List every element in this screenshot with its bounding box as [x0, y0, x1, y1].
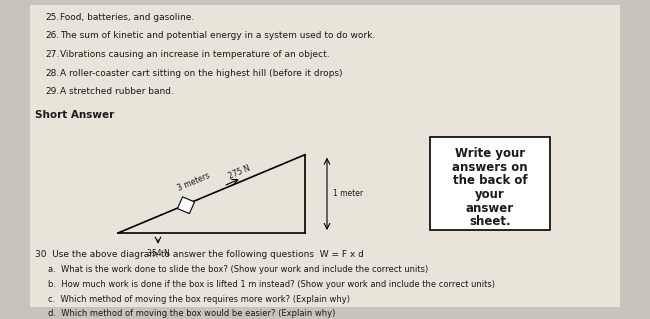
Text: d.  Which method of moving the box would be easier? (Explain why): d. Which method of moving the box would …: [48, 309, 335, 318]
Text: 354 N: 354 N: [147, 249, 170, 258]
Text: b.  How much work is done if the box is lifted 1 m instead? (Show your work and : b. How much work is done if the box is l…: [48, 280, 495, 289]
Text: 1 meter: 1 meter: [333, 189, 363, 198]
Bar: [430, 137, 550, 230]
Text: 28.: 28.: [45, 69, 59, 78]
Text: A roller-coaster cart sitting on the highest hill (before it drops): A roller-coaster cart sitting on the hig…: [60, 69, 343, 78]
Bar: [177, 197, 194, 214]
Text: 26.: 26.: [45, 31, 59, 40]
Text: Vibrations causing an increase in temperature of an object.: Vibrations causing an increase in temper…: [60, 50, 330, 59]
Text: answer: answer: [466, 202, 514, 215]
Text: Short Answer: Short Answer: [35, 110, 114, 120]
Text: your: your: [475, 188, 505, 201]
Text: 3 meters: 3 meters: [176, 171, 211, 193]
Text: 29.: 29.: [45, 87, 59, 96]
Text: sheet.: sheet.: [469, 215, 511, 228]
Text: the back of: the back of: [452, 174, 527, 187]
Text: answers on: answers on: [452, 160, 528, 174]
Text: 275 N: 275 N: [227, 164, 252, 181]
Text: 30  Use the above diagram to answer the following questions  W = F x d: 30 Use the above diagram to answer the f…: [35, 250, 364, 259]
Text: A stretched rubber band.: A stretched rubber band.: [60, 87, 174, 96]
Text: c.  Which method of moving the box requires more work? (Explain why): c. Which method of moving the box requir…: [48, 295, 350, 304]
Text: a.  What is the work done to slide the box? (Show your work and include the corr: a. What is the work done to slide the bo…: [48, 265, 428, 274]
Text: The sum of kinetic and potential energy in a system used to do work.: The sum of kinetic and potential energy …: [60, 31, 375, 40]
Text: Write your: Write your: [455, 147, 525, 160]
Text: 25.: 25.: [45, 13, 59, 22]
Text: Food, batteries, and gasoline.: Food, batteries, and gasoline.: [60, 13, 194, 22]
Text: 27.: 27.: [45, 50, 59, 59]
